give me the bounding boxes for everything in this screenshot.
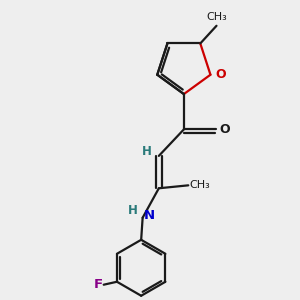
Text: O: O xyxy=(215,68,226,81)
Text: CH₃: CH₃ xyxy=(190,180,211,190)
Text: N: N xyxy=(144,209,155,222)
Text: CH₃: CH₃ xyxy=(206,12,227,22)
Text: O: O xyxy=(219,123,230,136)
Text: H: H xyxy=(142,145,152,158)
Text: F: F xyxy=(94,278,103,291)
Text: H: H xyxy=(128,204,137,217)
